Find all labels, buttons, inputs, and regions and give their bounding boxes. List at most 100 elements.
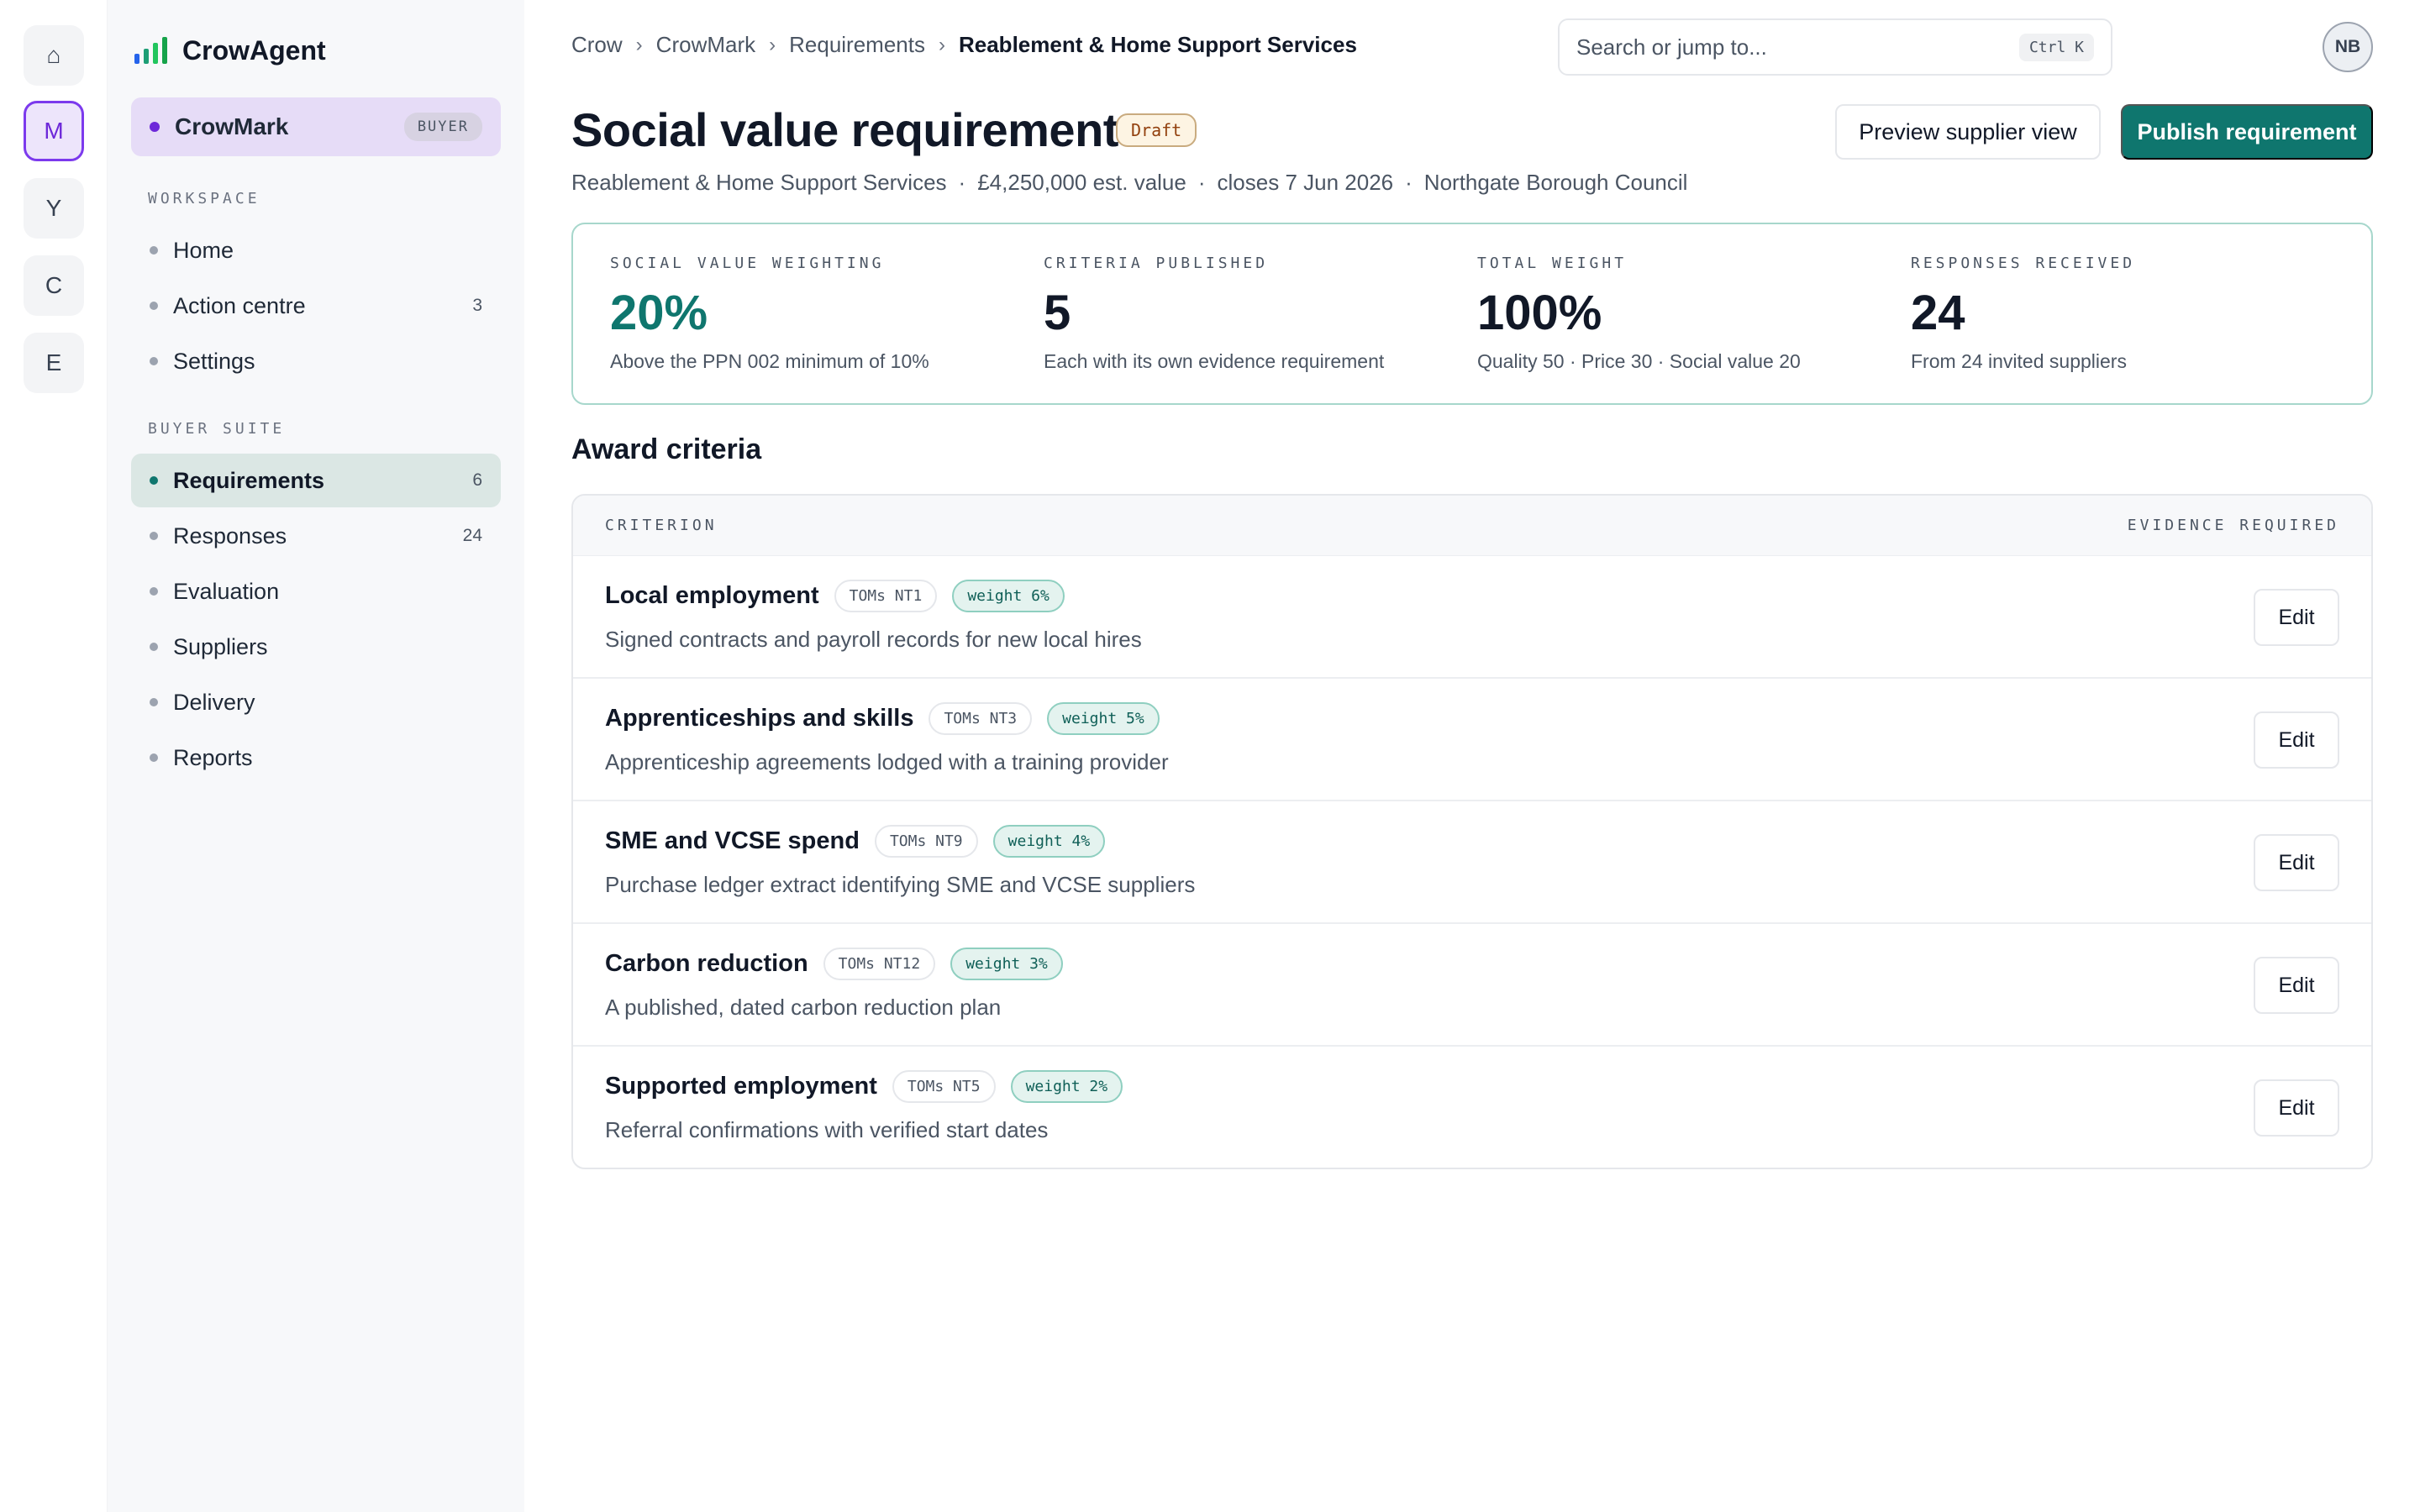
breadcrumb: Crow › CrowMark › Requirements › Reablem… <box>571 32 1357 58</box>
edit-criterion-button[interactable]: Edit <box>2254 589 2339 646</box>
stat-label: SOCIAL VALUE WEIGHTING <box>610 255 885 272</box>
sidebar-item-label: Requirements <box>173 467 325 493</box>
sidebar-item-label: Home <box>173 237 234 263</box>
sidebar-item-label: Settings <box>173 348 255 374</box>
sidebar-item-evaluation[interactable]: Evaluation <box>131 564 501 618</box>
evidence-required: A published, dated carbon reduction plan <box>605 995 1002 1020</box>
page-title: Social value requirement <box>571 103 1118 156</box>
evidence-required: Purchase ledger extract identifying SME … <box>605 872 1196 897</box>
table-row: SME and VCSE spend TOMs NT9 weight 4% Pu… <box>573 801 2371 924</box>
home-icon: ⌂ <box>46 42 61 68</box>
rail-workspace-m-button[interactable]: M <box>24 101 84 161</box>
chevron-right-icon: › <box>769 33 776 56</box>
sidebar-item-label: Evaluation <box>173 578 280 604</box>
award-criteria-heading: Award criteria <box>571 433 762 465</box>
table-header: CRITERION EVIDENCE REQUIRED <box>573 496 2371 556</box>
sidebar-item-delivery[interactable]: Delivery <box>131 675 501 729</box>
edit-criterion-button[interactable]: Edit <box>2254 957 2339 1014</box>
bullet-icon <box>150 587 158 596</box>
edit-criterion-button[interactable]: Edit <box>2254 711 2339 769</box>
edit-criterion-button[interactable]: Edit <box>2254 1079 2339 1137</box>
workspace-role-badge: BUYER <box>403 113 482 141</box>
bullet-icon <box>150 532 158 540</box>
sidebar-item-count: 3 <box>472 296 482 315</box>
buyer-suite-section-label: BUYER SUITE <box>148 420 286 438</box>
toms-code-badge: TOMs NT3 <box>929 702 1033 735</box>
evidence-required: Referral confirmations with verified sta… <box>605 1117 1049 1142</box>
toms-code-badge: TOMs NT1 <box>834 580 938 612</box>
bullet-icon <box>150 643 158 651</box>
breadcrumb-link-crow[interactable]: Crow <box>571 32 623 57</box>
stat-value: 24 <box>1911 286 1965 340</box>
brand[interactable]: CrowAgent <box>134 34 326 67</box>
table-row: Supported employment TOMs NT5 weight 2% … <box>573 1047 2371 1168</box>
meta-separator: · <box>1405 170 1413 195</box>
sidebar-item-home[interactable]: Home <box>131 223 501 277</box>
stat-note: Each with its own evidence requirement <box>1044 350 1385 372</box>
sidebar-item-label: Action centre <box>173 292 306 318</box>
rail-label: E <box>45 349 62 375</box>
criterion-name: SME and VCSE spend <box>605 827 860 854</box>
bullet-icon <box>150 753 158 762</box>
weight-badge: weight 6% <box>952 580 1065 612</box>
search-input[interactable] <box>1576 34 2019 60</box>
chevron-right-icon: › <box>635 33 643 56</box>
rail-label: Y <box>45 195 62 221</box>
sidebar-item-label: Delivery <box>173 689 255 715</box>
search-bar[interactable]: Ctrl K <box>1558 18 2112 76</box>
requirement-meta: Reablement & Home Support Services · £4,… <box>571 170 1687 196</box>
sidebar-item-action-centre[interactable]: Action centre 3 <box>131 279 501 333</box>
stat-label: CRITERIA PUBLISHED <box>1044 255 1269 272</box>
toms-code-badge: TOMs NT9 <box>874 825 978 858</box>
sidebar-item-responses[interactable]: Responses 24 <box>131 509 501 563</box>
table-row: Carbon reduction TOMs NT12 weight 3% A p… <box>573 924 2371 1047</box>
meta-service: Reablement & Home Support Services <box>571 170 947 195</box>
stat-note: From 24 invited suppliers <box>1911 350 2127 372</box>
rail-workspace-e-button[interactable]: E <box>24 333 84 393</box>
evidence-required: Apprenticeship agreements lodged with a … <box>605 749 1169 774</box>
breadcrumb-link-requirements[interactable]: Requirements <box>789 32 925 57</box>
stat-value: 5 <box>1044 286 1071 340</box>
sidebar-item-label: Reports <box>173 744 253 770</box>
bullet-icon <box>150 476 158 485</box>
rail-workspace-c-button[interactable]: C <box>24 255 84 316</box>
workspace-switcher[interactable]: CrowMark BUYER <box>131 97 501 156</box>
meta-closing-date: closes 7 Jun 2026 <box>1217 170 1394 195</box>
breadcrumb-link-crowmark[interactable]: CrowMark <box>655 32 756 57</box>
bar-chart-icon <box>134 37 167 64</box>
stat-note: Quality 50 · Price 30 · Social value 20 <box>1477 350 1801 372</box>
status-badge: Draft <box>1116 113 1197 147</box>
stat-label: TOTAL WEIGHT <box>1477 255 1628 272</box>
evidence-required: Signed contracts and payroll records for… <box>605 627 1142 652</box>
rail-label: C <box>45 272 63 298</box>
criterion-name: Apprenticeships and skills <box>605 705 914 732</box>
publish-requirement-button[interactable]: Publish requirement <box>2121 104 2373 160</box>
workspace-section-label: WORKSPACE <box>148 190 260 207</box>
column-header-evidence: EVIDENCE REQUIRED <box>2127 517 2339 534</box>
edit-criterion-button[interactable]: Edit <box>2254 834 2339 891</box>
sidebar-item-requirements[interactable]: Requirements 6 <box>131 454 501 507</box>
meta-value: £4,250,000 est. value <box>977 170 1186 195</box>
criterion-name: Local employment <box>605 582 819 609</box>
toms-code-badge: TOMs NT12 <box>823 948 936 980</box>
brand-name: CrowAgent <box>182 34 326 66</box>
stat-note: Above the PPN 002 minimum of 10% <box>610 350 929 372</box>
rail-workspace-y-button[interactable]: Y <box>24 178 84 239</box>
toms-code-badge: TOMs NT5 <box>892 1070 996 1103</box>
sidebar-item-settings[interactable]: Settings <box>131 334 501 388</box>
preview-supplier-view-button[interactable]: Preview supplier view <box>1835 104 2101 160</box>
sidebar-item-count: 24 <box>462 526 482 545</box>
chevron-right-icon: › <box>938 33 945 56</box>
bullet-icon <box>150 246 158 255</box>
rail-home-button[interactable]: ⌂ <box>24 25 84 86</box>
bullet-icon <box>150 302 158 310</box>
user-avatar[interactable]: NB <box>2323 22 2373 72</box>
weight-badge: weight 5% <box>1047 702 1160 735</box>
sidebar-item-suppliers[interactable]: Suppliers <box>131 620 501 674</box>
stat-label: RESPONSES RECEIVED <box>1911 255 2136 272</box>
breadcrumb-current: Reablement & Home Support Services <box>958 32 1357 57</box>
meta-separator: · <box>958 170 966 195</box>
workspace-name: CrowMark <box>175 113 289 139</box>
sidebar-item-reports[interactable]: Reports <box>131 731 501 785</box>
table-row: Apprenticeships and skills TOMs NT3 weig… <box>573 679 2371 801</box>
